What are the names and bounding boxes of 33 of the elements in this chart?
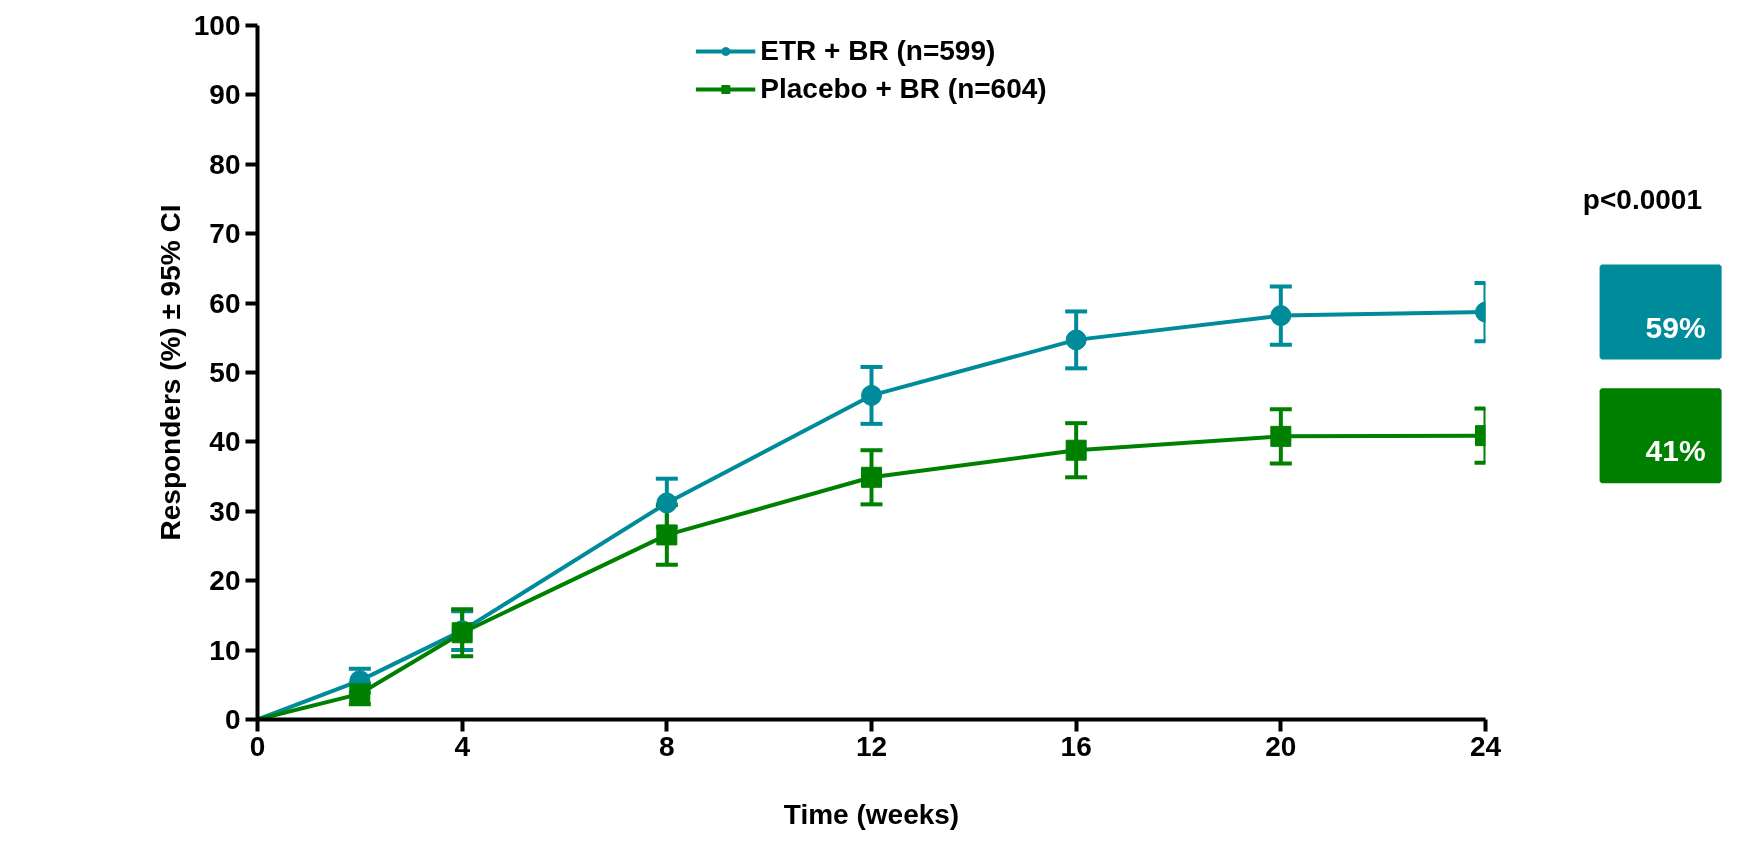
- x-tick-label: 0: [249, 730, 266, 762]
- y-tick-label: 40: [209, 426, 241, 458]
- y-tick-label: 0: [224, 704, 241, 735]
- x-tick-label: 24: [1469, 730, 1502, 762]
- x-tick-label: 12: [855, 730, 888, 762]
- x-axis-title: Time (weeks): [783, 798, 960, 830]
- y-tick-label: 30: [209, 495, 241, 527]
- point: [861, 466, 882, 488]
- point: [656, 492, 678, 514]
- text: p<0.0001: [1582, 183, 1702, 215]
- point: [861, 384, 882, 406]
- y-tick-label: 90: [209, 79, 241, 111]
- point: [1065, 439, 1087, 461]
- x-tick-label: 8: [659, 730, 675, 762]
- legend-label: Placebo + BR (n=604): [760, 73, 1047, 105]
- y-tick-label: 20: [209, 565, 241, 597]
- y-tick-label: 70: [209, 218, 241, 250]
- legend-label: ETR + BR (n=599): [760, 35, 996, 67]
- point: [1270, 305, 1292, 327]
- y-axis-title: Responders (%) ± 95% CI: [154, 204, 186, 541]
- y-tick-label: 100: [193, 10, 241, 41]
- text: 41%: [1645, 434, 1706, 468]
- x-tick-label: 4: [454, 730, 471, 762]
- text: 59%: [1645, 310, 1706, 344]
- point: [1270, 425, 1292, 447]
- point: [1065, 329, 1087, 351]
- x-tick-label: 20: [1265, 730, 1297, 762]
- y-tick-label: 60: [209, 287, 241, 319]
- y-tick-label: 10: [209, 634, 241, 666]
- y-tick-label: 50: [209, 357, 241, 388]
- y-tick-label: 80: [209, 148, 241, 180]
- x-tick-label: 16: [1060, 730, 1092, 762]
- point: [656, 524, 678, 546]
